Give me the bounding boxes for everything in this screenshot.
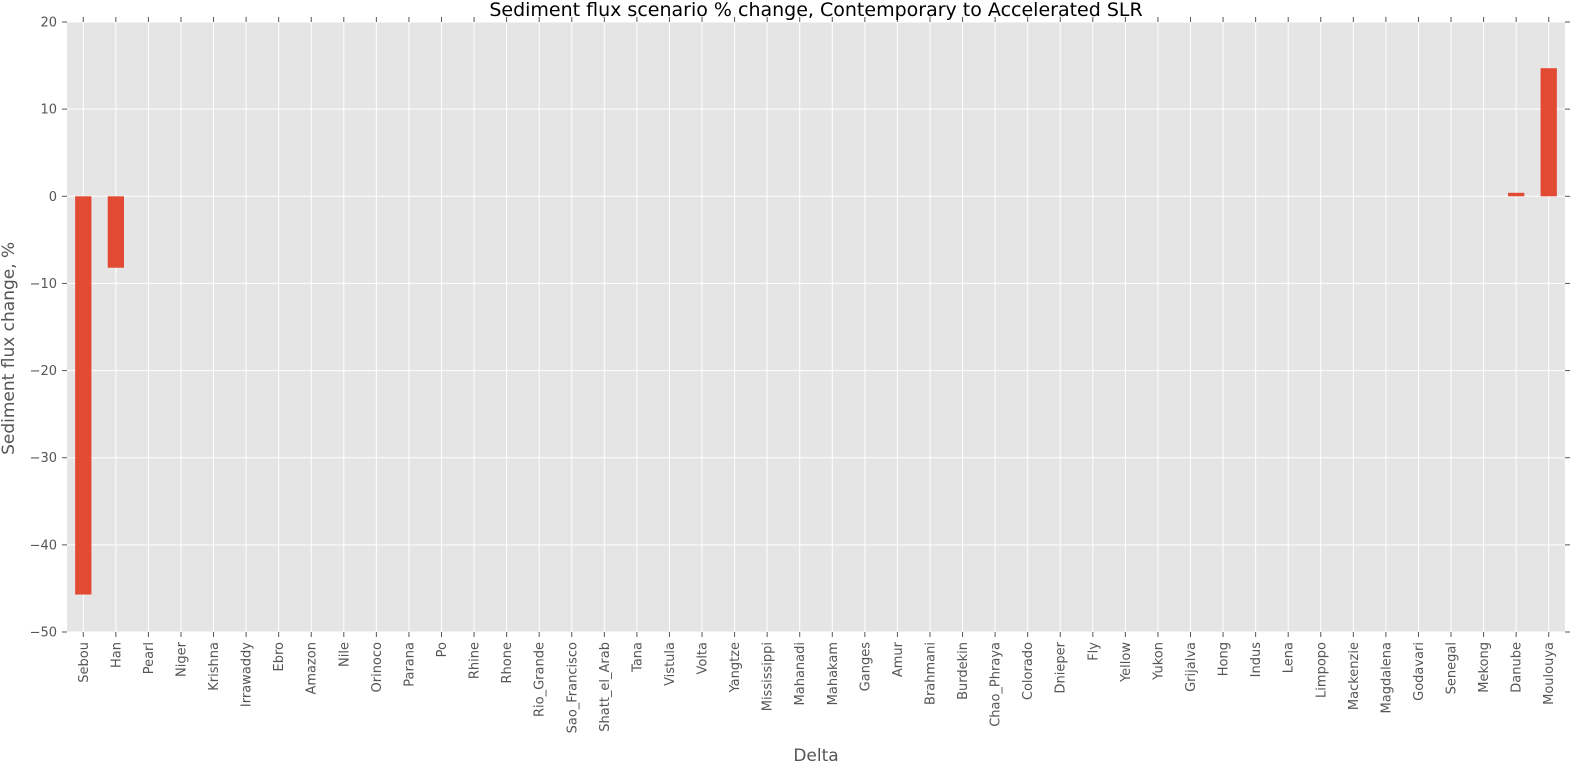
y-tick-label: −30 [30, 451, 57, 466]
x-tick-label: Yangtze [728, 642, 743, 694]
y-tick-label: −20 [30, 364, 57, 379]
x-tick-label: Han [109, 642, 124, 668]
x-tick-label: Sebou [77, 642, 92, 683]
x-tick-label: Krishna [207, 642, 222, 691]
x-tick-label: Volta [696, 642, 711, 675]
x-tick-label: Fly [1086, 642, 1101, 661]
chart-title: Sediment flux scenario % change, Contemp… [489, 0, 1142, 21]
x-tick-label: Mississippi [761, 642, 776, 711]
x-tick-label: Po [435, 642, 450, 657]
y-tick-labels: 20 10 0 −10 −20 −30 −40 −50 [30, 16, 57, 641]
x-tick-label: Nile [337, 642, 352, 667]
x-tick-label: Hong [1217, 642, 1232, 676]
x-tick-label: Indus [1249, 642, 1264, 678]
x-tick-labels: Sebou Han Pearl Niger Krishna Irrawaddy Ebro Am… [77, 641, 1557, 733]
x-tick-label: Rio_Grande [533, 642, 548, 717]
x-tick-label: Orinoco [370, 642, 385, 693]
y-tick-label: −40 [30, 538, 57, 553]
x-tick-label: Colorado [1021, 642, 1036, 700]
x-tick-label: Moulouya [1542, 642, 1557, 705]
plot-background [67, 22, 1565, 632]
y-tick-label: 20 [40, 16, 57, 31]
bar-sebou [75, 196, 92, 595]
x-tick-label: Rhine [468, 642, 483, 679]
x-tick-label: Yellow [1119, 642, 1134, 683]
x-tick-label: Amazon [305, 642, 320, 695]
x-tick-label: Mahakam [826, 642, 841, 705]
bars [75, 68, 1557, 595]
x-tick-label: Limpopo [1314, 642, 1329, 698]
x-axis-label: Delta [793, 746, 838, 766]
x-tick-label: Ebro [272, 642, 287, 672]
x-tick-label: Amur [891, 641, 906, 677]
x-tick-label: Parana [402, 642, 417, 687]
x-tick-label: Lena [1282, 642, 1297, 673]
bar-han [107, 196, 124, 268]
x-tick-label: Mackenzie [1347, 642, 1362, 710]
x-tick-label: Chao_Phraya [989, 642, 1004, 727]
x-tick-label: Irrawaddy [240, 642, 255, 707]
x-tick-label: Sao_Francisco [565, 642, 580, 733]
x-tick-label: Grijalva [1184, 642, 1199, 692]
x-tick-label: Vistula [663, 642, 678, 686]
x-tick-label: Rhone [500, 642, 515, 683]
x-tick-label: Brahmani [923, 642, 938, 705]
x-tick-label: Senegal [1445, 642, 1460, 694]
x-tick-label: Mahanadi [793, 642, 808, 705]
y-tick-label: −50 [30, 626, 57, 641]
y-tick-label: −10 [30, 277, 57, 292]
x-tick-label: Shatt_el_Arab [598, 642, 613, 732]
x-tick-label: Yukon [1151, 642, 1166, 681]
grid-lines [67, 21, 1565, 633]
x-tick-label: Danube [1510, 642, 1525, 693]
x-tick-label: Niger [174, 641, 189, 677]
bar-moulouya [1540, 68, 1557, 197]
x-tick-label: Ganges [858, 642, 873, 692]
x-tick-label: Tana [630, 642, 645, 673]
axis-ticks [62, 17, 1570, 637]
x-tick-label: Magdalena [1379, 642, 1394, 713]
x-tick-label: Pearl [142, 642, 157, 674]
x-tick-label: Burdekin [956, 642, 971, 700]
y-tick-label: 10 [40, 103, 57, 118]
bar-danube [1508, 192, 1525, 197]
y-tick-label: 0 [49, 190, 57, 205]
x-tick-label: Mekong [1477, 642, 1492, 693]
x-tick-label: Dnieper [1054, 641, 1069, 693]
y-axis-label: Sediment flux change, % [0, 242, 19, 455]
x-tick-label: Godavari [1412, 642, 1427, 701]
